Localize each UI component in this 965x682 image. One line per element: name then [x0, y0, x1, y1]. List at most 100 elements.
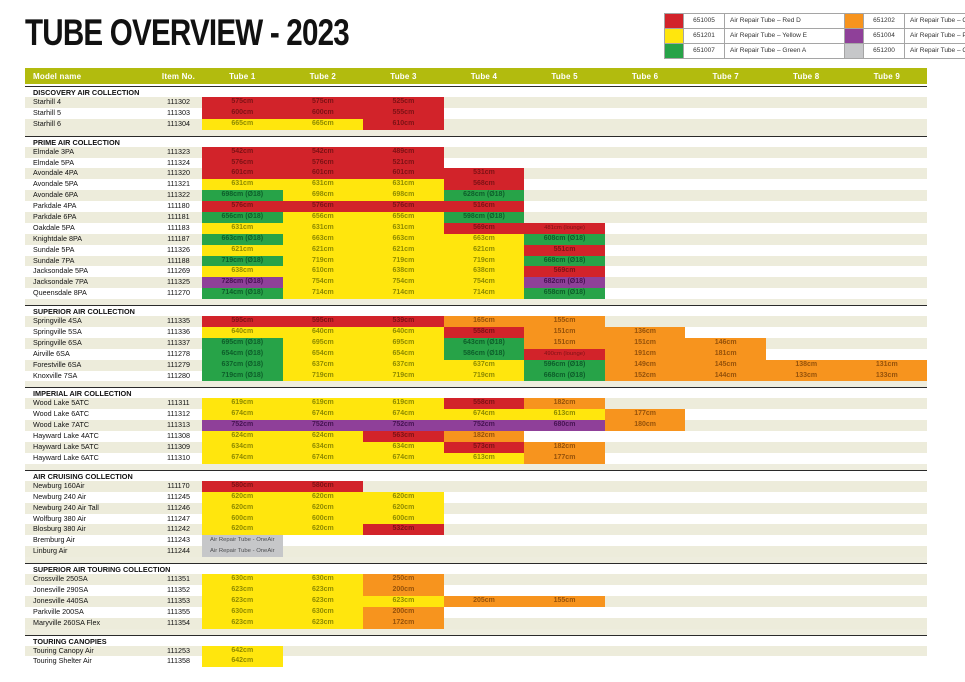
tube-cell: 631cm: [363, 222, 444, 234]
page-title: TUBE OVERVIEW - 2023: [25, 12, 350, 53]
table-row: Springville 6SA 111337 695cm (Ø18) 695cm 695…: [25, 337, 927, 349]
tube-cell: 620cm: [202, 502, 283, 514]
model-name-cell: Jonesville 440SA: [33, 595, 89, 605]
column-header-tube-8: Tube 8: [793, 71, 820, 81]
legend-column-right: 651202 Air Repair Tube – Orange B 651004 Ai…: [844, 13, 965, 59]
tube-cell: 754cm: [363, 277, 444, 289]
orange-swatch-icon: [845, 14, 864, 28]
tube-cell: 601cm: [282, 168, 364, 180]
yellow-swatch-icon: [665, 29, 684, 43]
tube-cell: 628cm (Ø18): [443, 190, 525, 202]
tube-cell: 674cm: [282, 452, 364, 464]
tube-cell: [685, 442, 766, 453]
tube-cell: 619cm: [363, 398, 444, 410]
table-row: Bremburg Air 111243 Air Repair Tube - OneA…: [25, 535, 927, 547]
tube-cell: [847, 618, 928, 629]
tube-cell: [605, 277, 686, 288]
item-no-cell: 111337: [167, 337, 190, 347]
model-name-cell: Newburg 160Air: [33, 480, 85, 490]
tube-cell: 663cm: [282, 233, 364, 245]
tube-cell: 580cm: [282, 480, 364, 492]
tube-cell: [847, 514, 928, 525]
tube-cell: [766, 277, 847, 288]
tube-cell: 136cm: [604, 327, 686, 338]
tube-cell: [685, 245, 766, 256]
table-row: Hayward Lake 6ATC 111310 674cm 674cm 674cm 61…: [25, 452, 927, 464]
tube-cell: [847, 266, 928, 277]
item-no-cell: 111244: [167, 546, 190, 556]
tube-cell: 698cm (Ø18): [202, 190, 283, 202]
tube-cell: 600cm: [363, 513, 444, 525]
legend: 651005 Air Repair Tube – Red D 651201 Air R…: [664, 13, 965, 59]
tube-cell: [444, 514, 525, 525]
tube-cell: 719cm: [282, 370, 364, 382]
tube-cell: 631cm: [282, 222, 364, 234]
table-row: Jonesville 290SA 111352 623cm 623cm 200cm: [25, 584, 927, 596]
tube-cell: 619cm: [282, 398, 364, 410]
tube-cell: [524, 201, 605, 212]
item-no-cell: 111320: [167, 168, 190, 178]
tube-cell: 525cm: [363, 97, 444, 108]
table-row: Avondale 4PA 111320 601cm 601cm 601cm 531cm: [25, 168, 927, 180]
tube-cell: 619cm: [202, 398, 283, 410]
tube-cell: [685, 453, 766, 464]
tube-cell: [766, 338, 847, 349]
tube-cell: [847, 288, 928, 299]
tube-cell: 613cm: [443, 452, 525, 464]
item-no-cell: 111326: [167, 244, 190, 254]
model-name-cell: Jonesville 290SA: [33, 584, 89, 594]
tube-cell: 155cm: [524, 595, 605, 607]
tube-cell: [766, 481, 847, 492]
tube-cell: [766, 431, 847, 442]
tube-cell: [283, 535, 364, 546]
table-row: Jonesville 440SA 111353 623cm 623cm 623cm 205…: [25, 595, 927, 607]
tube-cell: [605, 245, 686, 256]
tube-cell: [847, 158, 928, 169]
model-name-cell: Hayward Lake 6ATC: [33, 452, 99, 462]
tube-cell: [847, 524, 928, 535]
model-name-cell: Springville 5SA: [33, 327, 82, 337]
tube-cell: [685, 546, 766, 557]
table-row: Jacksondale 5PA 111269 638cm 610cm 638cm 638c…: [25, 266, 928, 278]
tube-cell: [605, 119, 686, 130]
table-row: Jacksondale 7PA 111325 728cm (Ø18) 754cm 754…: [25, 277, 927, 289]
tube-cell: 576cm: [282, 157, 364, 169]
item-no-cell: 111270: [167, 288, 190, 298]
tube-cell: [605, 585, 686, 596]
tube-cell: [847, 119, 928, 130]
tube-cell: 658cm (Ø18): [524, 288, 605, 300]
tube-cell: [766, 212, 847, 223]
column-header-tube-3: Tube 3: [390, 71, 417, 81]
tube-cell: [847, 327, 928, 338]
tube-cell: [444, 119, 525, 130]
tube-cell: [685, 431, 766, 442]
tube-cell: [766, 409, 847, 420]
tube-cell: 182cm: [524, 442, 605, 453]
column-header-tube-2: Tube 2: [309, 71, 337, 81]
tube-cell: 654cm: [363, 348, 444, 360]
tube-cell: [605, 453, 686, 464]
tube-cell: 665cm: [282, 118, 364, 130]
tube-cell: [766, 514, 847, 525]
tube-cell: [524, 108, 605, 119]
tube-cell: 623cm: [202, 584, 283, 596]
table-row: Avondale 5PA 111321 631cm 631cm 631cm 568cm: [25, 179, 927, 191]
tube-cell: 250cm: [363, 574, 444, 585]
tube-cell: 623cm: [363, 595, 444, 607]
tube-cell: 642cm: [202, 656, 283, 668]
tube-cell: [766, 607, 847, 618]
legend-item: 651202 Air Repair Tube – Orange B: [844, 13, 965, 29]
tube-cell: [524, 492, 605, 503]
tube-cell: 638cm: [363, 266, 444, 278]
model-name-cell: Hayward Lake 4ATC: [33, 431, 99, 441]
tube-cell: [766, 168, 847, 179]
item-no-cell: 111247: [167, 513, 190, 523]
model-name-cell: Sundale 5PA: [33, 244, 75, 254]
tube-cell: [685, 596, 766, 607]
tube-cell: [766, 158, 847, 169]
table-row: Sundale 7PA 111188 719cm (Ø18) 719cm 719cm 71…: [25, 255, 927, 267]
model-name-cell: Maryville 260SA Flex: [33, 617, 101, 627]
table-row: Hayward Lake 5ATC 111309 634cm 634cm 634cm 57…: [25, 442, 927, 453]
tube-cell: 621cm: [202, 244, 283, 256]
tube-cell: 680cm: [524, 420, 605, 432]
